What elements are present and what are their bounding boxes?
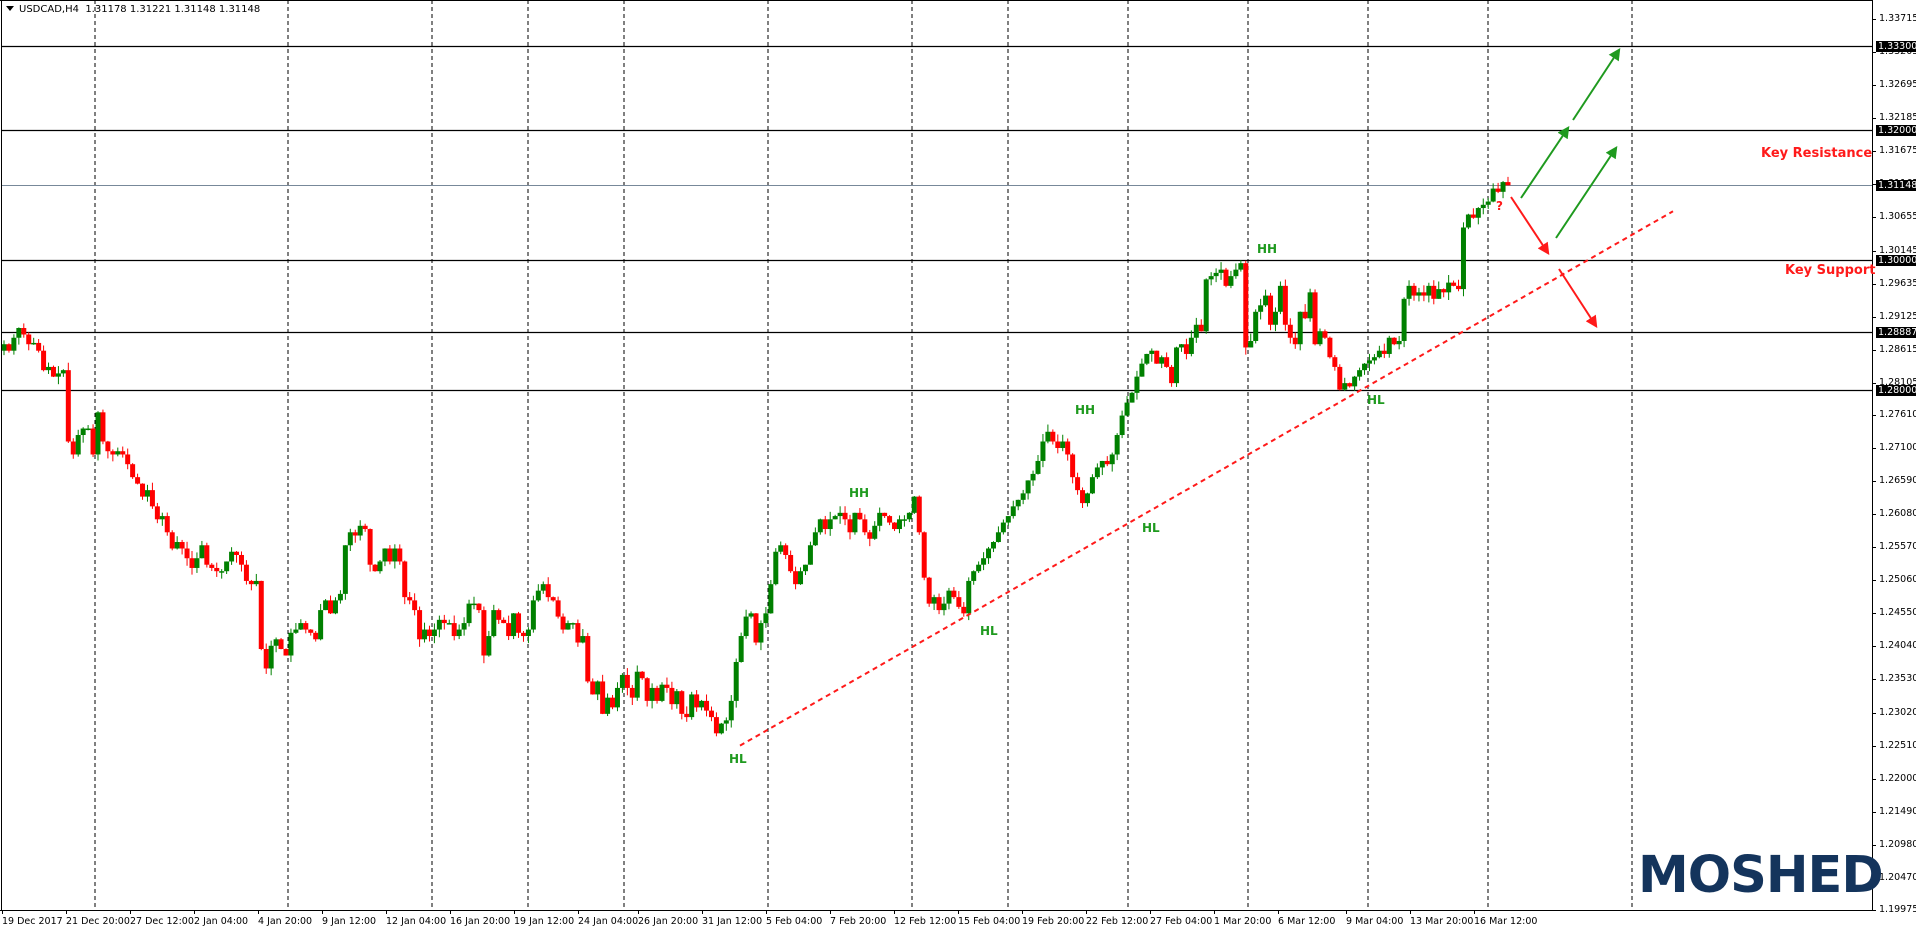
time-tick-label: 6 Mar 12:00 <box>1278 916 1336 927</box>
pattern-label-hl: HL <box>1367 393 1385 407</box>
trendline <box>739 210 1674 747</box>
time-tick-label: 19 Feb 20:00 <box>1022 916 1085 927</box>
time-tick-label: 1 Mar 20:00 <box>1214 916 1272 927</box>
price-tick-label: 1.21490 <box>1879 805 1916 817</box>
key-resistance-label: Key Resistance <box>1761 146 1873 161</box>
time-tick-label: 9 Mar 04:00 <box>1346 916 1404 927</box>
time-tick-label: 12 Feb 12:00 <box>894 916 957 927</box>
price-tick-label: 1.23020 <box>1879 706 1916 718</box>
vertical-gridlines <box>94 0 1633 910</box>
pattern-label-hh: HH <box>1257 242 1278 256</box>
price-level-tag: 1.33300 <box>1876 40 1916 52</box>
key-support-label: Key Support <box>1785 263 1876 278</box>
time-tick-label: 15 Feb 04:00 <box>958 916 1021 927</box>
time-tick-label: 4 Jan 20:00 <box>258 916 313 927</box>
scenario-arrows <box>1510 47 1621 329</box>
price-tick-label: 1.26080 <box>1879 508 1916 520</box>
price-level-tag: 1.31148 <box>1876 180 1916 192</box>
pattern-label-hh: HH <box>1075 403 1096 417</box>
time-tick-label: 31 Jan 12:00 <box>702 916 763 927</box>
time-tick-label: 19 Jan 12:00 <box>514 916 575 927</box>
time-tick-label: 26 Jan 20:00 <box>638 916 699 927</box>
price-tick-label: 1.32185 <box>1879 112 1916 124</box>
time-tick-label: 5 Feb 04:00 <box>766 916 823 927</box>
price-tick-label: 1.24550 <box>1879 607 1916 619</box>
question-mark-annotation: ? <box>1496 199 1503 213</box>
ohlc-values: 1.31178 1.31221 1.31148 1.31148 <box>85 4 261 15</box>
price-tick-label: 1.28105 <box>1879 376 1916 388</box>
price-tick-label: 1.24040 <box>1879 640 1916 652</box>
time-tick-label: 12 Jan 04:00 <box>386 916 447 927</box>
time-tick-label: 27 Feb 04:00 <box>1150 916 1213 927</box>
time-tick-label: 22 Feb 12:00 <box>1086 916 1149 927</box>
price-tick-label: 1.20470 <box>1879 871 1916 883</box>
time-tick-label: 16 Jan 20:00 <box>450 916 511 927</box>
price-tick-label: 1.26590 <box>1879 475 1916 487</box>
price-tick-label: 1.29125 <box>1879 310 1916 322</box>
price-level-tag: 1.28887 <box>1876 327 1916 339</box>
time-tick-label: 2 Jan 04:00 <box>194 916 249 927</box>
price-tick-label: 1.31675 <box>1879 145 1916 157</box>
collapse-triangle-icon[interactable] <box>6 6 14 11</box>
time-tick-label: 27 Dec 12:00 <box>130 916 194 927</box>
time-tick-label: 13 Mar 20:00 <box>1410 916 1474 927</box>
candlesticks <box>1 176 1511 737</box>
price-tick-label: 1.19975 <box>1879 904 1916 916</box>
price-tick-label: 1.30145 <box>1879 244 1916 256</box>
pattern-label-hl: HL <box>980 624 998 638</box>
price-tick-label: 1.22510 <box>1879 739 1916 751</box>
time-tick-label: 16 Mar 12:00 <box>1474 916 1538 927</box>
moshed-logo: MOSHED <box>1638 846 1884 905</box>
price-tick-label: 1.28615 <box>1879 343 1916 355</box>
pattern-label-hl: HL <box>729 752 747 766</box>
price-tick-label: 1.23530 <box>1879 673 1916 685</box>
price-tick-label: 1.30655 <box>1879 211 1916 223</box>
price-tick-label: 1.27100 <box>1879 441 1916 453</box>
price-tick-label: 1.29635 <box>1879 277 1916 289</box>
price-tick-label: 1.20980 <box>1879 838 1916 850</box>
price-tick-label: 1.22000 <box>1879 772 1916 784</box>
price-level-tag: 1.30000 <box>1876 254 1916 266</box>
pattern-label-hl: HL <box>1142 521 1160 535</box>
axes-frame <box>0 0 1876 914</box>
price-tick-label: 1.25570 <box>1879 541 1916 553</box>
time-tick-label: 9 Jan 12:00 <box>322 916 377 927</box>
symbol-label: USDCAD,H4 <box>19 4 79 15</box>
price-tick-label: 1.33715 <box>1879 13 1916 24</box>
time-tick-label: 21 Dec 20:00 <box>66 916 130 927</box>
horizontal-levels <box>2 45 1872 392</box>
price-level-tag: 1.32000 <box>1876 125 1916 137</box>
price-tick-label: 1.27610 <box>1879 408 1916 420</box>
price-level-tag: 1.28000 <box>1876 384 1916 396</box>
price-tick-label: 1.32695 <box>1879 79 1916 91</box>
time-tick-label: 19 Dec 2017 <box>2 916 63 927</box>
price-tick-label: 1.25060 <box>1879 574 1916 586</box>
time-tick-label: 24 Jan 04:00 <box>578 916 639 927</box>
chart-header: USDCAD,H4 1.31178 1.31221 1.31148 1.3114… <box>6 4 260 15</box>
pattern-label-hh: HH <box>849 486 870 500</box>
time-tick-label: 7 Feb 20:00 <box>830 916 887 927</box>
